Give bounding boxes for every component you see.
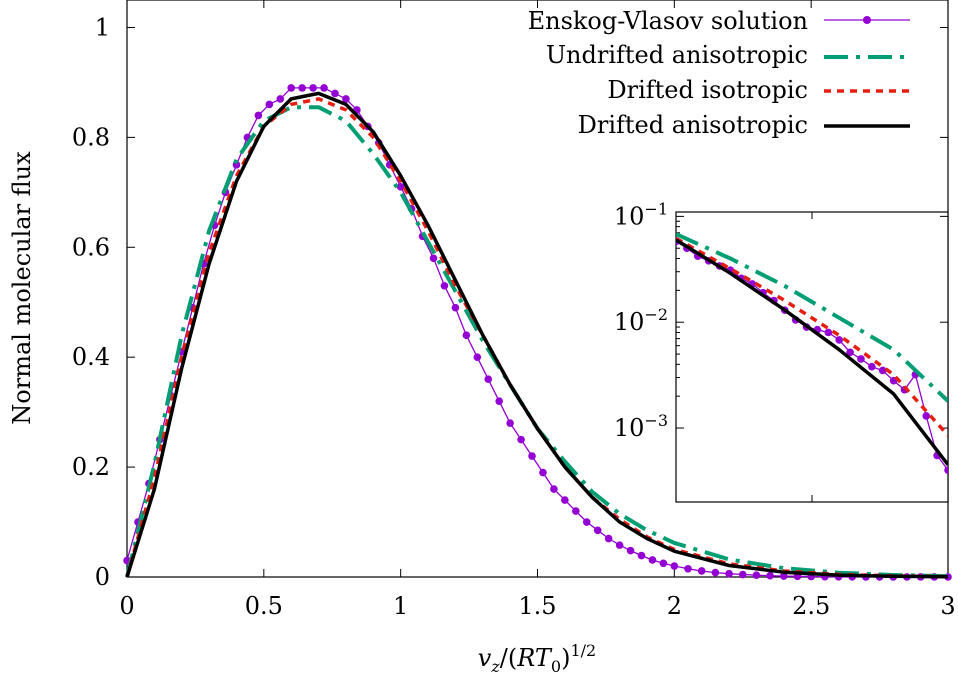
y-axis-label: Normal molecular flux xyxy=(8,151,36,425)
x-tick-label: 1.5 xyxy=(518,592,556,620)
inset-y-tick-label: 10−1 xyxy=(614,199,668,230)
legend: Enskog-Vlasov solution Undrifted anisotr… xyxy=(528,7,910,139)
inset-y-tick-label: 10−2 xyxy=(614,305,668,336)
data-point xyxy=(309,84,317,92)
data-point xyxy=(550,485,558,493)
y-tick-label: 1 xyxy=(95,13,110,41)
data-point xyxy=(572,507,580,515)
inset-series-line-1 xyxy=(676,232,948,403)
y-tick-label: 0.6 xyxy=(72,233,110,261)
inset-frame xyxy=(675,211,949,503)
inset-y-tick-label: 10−3 xyxy=(614,411,668,442)
data-point xyxy=(684,564,692,573)
x-tick-label: 2.5 xyxy=(792,592,830,620)
data-point xyxy=(593,526,602,535)
data-point xyxy=(298,84,306,92)
data-point xyxy=(287,84,296,92)
inset-axis-ticks: 10−1 10−2 10−3 xyxy=(614,199,948,502)
data-point xyxy=(429,254,438,263)
x-tick-label: 3 xyxy=(940,592,955,620)
data-point xyxy=(254,111,263,120)
y-tick-label: 0 xyxy=(95,563,110,591)
main-series xyxy=(123,84,952,581)
data-point xyxy=(648,556,657,564)
inset-data-point xyxy=(857,355,865,363)
legend-label: Undrifted anisotropic xyxy=(546,41,808,69)
inset-series xyxy=(676,232,948,474)
data-point xyxy=(766,571,774,580)
data-point xyxy=(738,570,747,579)
data-point xyxy=(670,562,679,570)
data-point xyxy=(462,331,471,340)
legend-entry-enskog-vlasov: Enskog-Vlasov solution xyxy=(528,7,910,35)
data-point xyxy=(265,100,274,109)
data-point xyxy=(506,419,514,427)
data-point xyxy=(659,559,668,568)
data-point xyxy=(342,95,350,103)
x-tick-label: 0 xyxy=(119,592,134,620)
x-tick-label: 1 xyxy=(393,592,408,620)
x-tick-label: 2 xyxy=(667,592,682,620)
inset-data-point xyxy=(846,348,854,357)
series-line-3 xyxy=(125,91,949,579)
data-point xyxy=(626,546,635,555)
legend-label: Enskog-Vlasov solution xyxy=(528,7,808,35)
data-point xyxy=(331,89,339,98)
series-line-1 xyxy=(125,105,949,579)
y-tick-label: 0.4 xyxy=(72,343,110,371)
inset-data-point xyxy=(835,336,843,344)
data-point xyxy=(637,551,646,560)
data-point xyxy=(528,452,536,460)
data-point xyxy=(697,567,706,575)
legend-entry-drifted-isotropic: Drifted isotropic xyxy=(607,76,910,104)
inset-data-point xyxy=(878,366,887,375)
y-tick-label: 0.2 xyxy=(72,453,110,481)
data-point xyxy=(517,435,525,444)
y-tick-label: 0.8 xyxy=(72,123,110,151)
data-point xyxy=(276,95,285,103)
data-point xyxy=(604,534,613,543)
data-point xyxy=(711,568,720,577)
legend-label: Drifted anisotropic xyxy=(578,111,808,139)
data-point xyxy=(561,496,569,504)
legend-entry-undrifted-anisotropic: Undrifted anisotropic xyxy=(546,41,910,69)
inset-data-point xyxy=(824,328,833,337)
data-point xyxy=(451,303,460,312)
inset-data-point xyxy=(868,362,876,371)
legend-entry-drifted-anisotropic: Drifted anisotropic xyxy=(578,111,910,139)
data-point xyxy=(495,397,503,405)
data-point xyxy=(484,375,493,383)
data-point xyxy=(473,353,482,361)
x-tick-label: 0.5 xyxy=(245,592,283,620)
data-point xyxy=(320,84,328,92)
inset-data-point xyxy=(922,412,931,420)
legend-sample-marker xyxy=(863,16,871,24)
data-point xyxy=(440,281,449,290)
inset-series-line-2 xyxy=(676,236,948,437)
data-point xyxy=(725,569,733,578)
data-point xyxy=(615,541,624,549)
data-point xyxy=(539,468,547,477)
legend-label: Drifted isotropic xyxy=(607,76,808,104)
data-point xyxy=(752,571,761,579)
x-axis-label: vz/(RT0)1/2 xyxy=(478,641,596,676)
data-point xyxy=(396,183,405,191)
data-point xyxy=(582,518,591,526)
data-point xyxy=(780,572,788,580)
inset-data-point xyxy=(944,466,948,474)
inset-series-line-3 xyxy=(676,238,948,466)
